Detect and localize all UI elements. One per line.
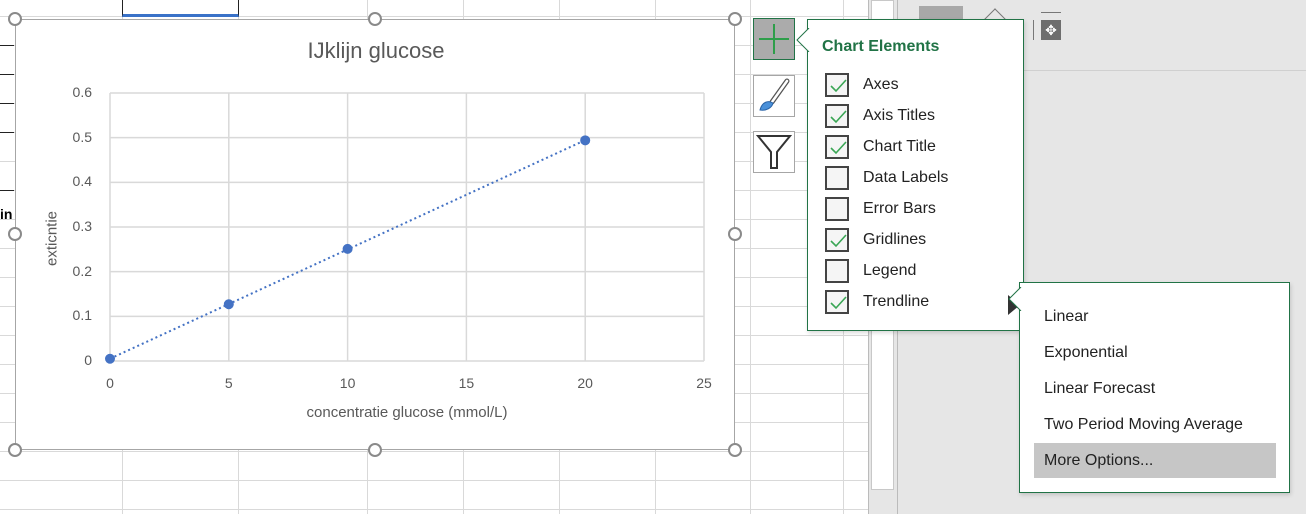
chart-element-trendline[interactable]: Trendline <box>825 289 1020 315</box>
check-icon <box>830 296 847 310</box>
x-tick-label: 15 <box>458 375 475 391</box>
chart-element-axes[interactable]: Axes <box>825 72 1015 98</box>
chart-title[interactable]: IJklijn glucose <box>307 38 445 63</box>
check-icon <box>830 141 847 155</box>
chart-filters-button[interactable] <box>753 131 795 173</box>
chart-area[interactable]: IJklijn glucose exticntie concentratie g… <box>15 19 735 450</box>
data-point <box>580 135 591 146</box>
y-tick-label: 0.5 <box>72 128 92 145</box>
checkbox[interactable] <box>825 73 849 97</box>
border-mark <box>0 132 14 133</box>
y-tick-label: 0 <box>84 352 92 368</box>
checkbox[interactable] <box>825 197 849 221</box>
data-point <box>223 299 234 310</box>
chart-element-axis-titles[interactable]: Axis Titles <box>825 103 1015 129</box>
border-mark <box>0 45 14 46</box>
border-mark <box>0 74 14 75</box>
trendline-option[interactable]: More Options... <box>1034 443 1276 478</box>
chart-element-gridlines[interactable]: Gridlines <box>825 227 1015 253</box>
chart-element-label: Gridlines <box>863 231 927 248</box>
column-divider <box>750 0 751 514</box>
resize-handle[interactable] <box>8 443 22 457</box>
trendline-option[interactable]: Linear Forecast <box>1044 380 1156 397</box>
chart-element-data-labels[interactable]: Data Labels <box>825 165 1015 191</box>
border-mark <box>0 103 14 104</box>
checkbox[interactable] <box>825 104 849 128</box>
y-tick-label: 0.4 <box>72 173 92 190</box>
x-tick-label: 5 <box>224 375 233 391</box>
plot-area[interactable] <box>16 20 736 451</box>
chart-element-label: Error Bars <box>863 200 936 217</box>
resize-handle[interactable] <box>368 443 382 457</box>
resize-handle[interactable] <box>728 227 742 241</box>
cell-text: in <box>0 206 13 222</box>
filter-icon <box>755 135 793 169</box>
data-point <box>342 243 353 254</box>
checkbox[interactable] <box>825 228 849 252</box>
y-tick-label: 0.3 <box>72 218 92 234</box>
resize-handle[interactable] <box>728 12 742 26</box>
x-tick-label: 10 <box>339 375 356 391</box>
checkbox[interactable] <box>825 290 849 314</box>
y-tick-label: 0.1 <box>72 307 92 324</box>
check-icon <box>830 110 847 124</box>
callout-pointer <box>796 28 810 52</box>
x-tick-label: 20 <box>577 375 593 391</box>
chart-element-label: Axis Titles <box>863 107 936 124</box>
border-mark <box>0 190 14 191</box>
resize-handle[interactable] <box>368 12 382 26</box>
trendline-option[interactable]: Exponential <box>1044 344 1128 361</box>
y-tick-label: 0.6 <box>72 84 92 100</box>
trendline-option[interactable]: Two Period Moving Average <box>1044 416 1243 433</box>
x-tick-label: 0 <box>106 375 114 391</box>
checkbox[interactable] <box>825 135 849 159</box>
chart-element-label: Data Labels <box>863 169 949 186</box>
callout-pointer <box>1008 287 1022 311</box>
chart-element-label: Chart Title <box>863 138 936 155</box>
chart-element-legend[interactable]: Legend <box>825 258 1015 284</box>
chart-element-error-bars[interactable]: Error Bars <box>825 196 1015 222</box>
x-axis-title[interactable]: concentratie glucose (mmol/L) <box>306 404 508 421</box>
resize-handle[interactable] <box>728 443 742 457</box>
check-icon <box>830 79 847 93</box>
chart-element-label: Legend <box>863 262 917 279</box>
checkbox[interactable] <box>825 259 849 283</box>
data-point <box>105 353 115 364</box>
panel-title: Chart Elements <box>822 38 940 55</box>
trendline-submenu: Linear Exponential Linear Forecast Two Peri… <box>1008 282 1290 493</box>
y-tick-label: 0.2 <box>72 262 92 279</box>
chart-element-label: Axes <box>863 76 899 93</box>
y-axis-title[interactable]: exticntie <box>43 210 61 267</box>
trendline-option[interactable]: Linear <box>1044 308 1089 325</box>
chart-elements-panel: Chart Elements Axes Axis Titles Chart Titl… <box>796 19 1024 331</box>
selected-cell[interactable] <box>122 0 239 17</box>
resize-handle[interactable] <box>8 227 22 241</box>
check-icon <box>830 234 847 248</box>
chart-element-chart-title[interactable]: Chart Title <box>825 134 1015 160</box>
chart-styles-button[interactable] <box>753 75 795 117</box>
size-properties-icon[interactable]: ✥ <box>1033 12 1061 42</box>
paintbrush-icon <box>759 78 790 111</box>
plus-icon <box>759 24 789 54</box>
checkbox[interactable] <box>825 166 849 190</box>
chart-element-label: Trendline <box>863 293 930 310</box>
x-tick-label: 25 <box>696 375 712 391</box>
resize-handle[interactable] <box>8 12 22 26</box>
chart-elements-button[interactable] <box>753 18 795 60</box>
